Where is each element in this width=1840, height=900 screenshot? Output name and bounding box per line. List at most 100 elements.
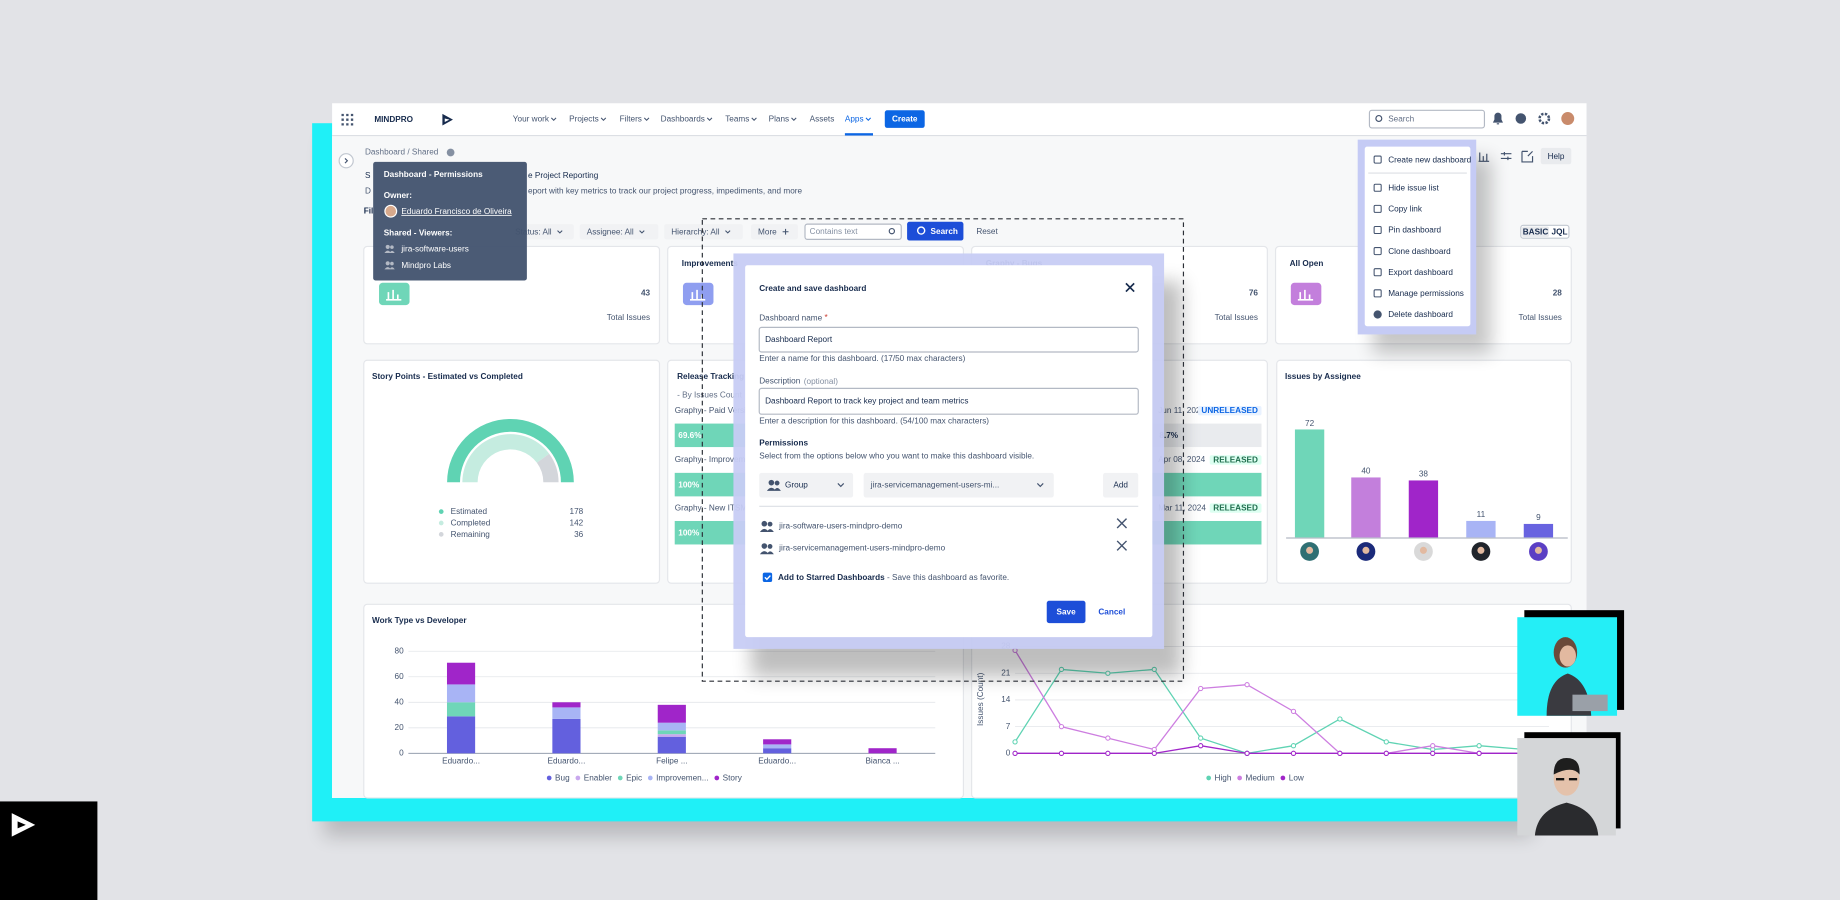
bar-segment (552, 718, 581, 754)
nav-item[interactable]: Teams (725, 114, 749, 123)
tooltip-owner[interactable]: Eduardo Francisco de Oliveira (401, 207, 512, 216)
menu-item[interactable]: Clone dashboard (1388, 247, 1451, 256)
add-label: Add (1113, 480, 1128, 489)
menu-item[interactable]: Copy link (1388, 205, 1423, 214)
reset-button[interactable]: Reset (976, 227, 998, 236)
release-date: Mar 11, 2024 (1158, 503, 1206, 512)
remove-button[interactable] (1116, 518, 1128, 529)
notifications-icon[interactable] (1492, 112, 1503, 125)
menu-item[interactable]: Pin dashboard (1388, 226, 1441, 235)
legend-dot (438, 532, 444, 537)
card-title: Improvements (682, 259, 739, 268)
menu-item[interactable]: Manage permissions (1388, 289, 1464, 298)
bar-segment (763, 748, 792, 754)
nav-item[interactable]: Dashboards (661, 114, 705, 123)
select-chevron (1036, 483, 1044, 488)
description-input[interactable] (758, 387, 1139, 415)
info-icon[interactable] (446, 148, 455, 157)
menu-item[interactable]: Hide issue list (1388, 184, 1439, 193)
legend-label: Enabler (584, 774, 613, 783)
menu-item[interactable]: Create new dashboard (1388, 155, 1471, 164)
mode-basic[interactable]: BASIC (1523, 227, 1549, 236)
nav-item[interactable]: Plans (769, 114, 790, 123)
shared-group: jira-software-users-mindpro-demo (778, 521, 903, 530)
legend-label: Improvemen... (656, 774, 708, 783)
chevron (550, 117, 557, 122)
description-label: Description (759, 377, 800, 386)
search-box[interactable] (1368, 109, 1486, 129)
create-button[interactable] (884, 110, 925, 128)
text-filter[interactable] (804, 223, 902, 240)
breadcrumb[interactable]: Dashboard / Shared (365, 148, 439, 157)
nav-item[interactable]: Filters (620, 114, 642, 123)
name-input[interactable] (758, 326, 1139, 353)
legend-dot (1206, 775, 1212, 781)
menu-item[interactable]: Export dashboard (1388, 268, 1453, 277)
card-icon (682, 282, 714, 306)
chevron (725, 230, 731, 234)
tooltip-viewer: jira-software-users (400, 245, 468, 254)
add-button[interactable] (1103, 472, 1139, 498)
starred-checkbox[interactable] (762, 572, 773, 583)
cancel-button[interactable]: Cancel (1098, 608, 1125, 617)
person-illustration (1546, 637, 1608, 716)
help-button[interactable] (1540, 147, 1572, 165)
chevron (557, 230, 563, 234)
menu-icon (1373, 268, 1382, 277)
assignee-avatar-face (1306, 546, 1314, 554)
nav-item[interactable]: Assets (810, 114, 835, 123)
legend-label: Medium (1245, 774, 1274, 783)
person-illustration (1534, 758, 1599, 836)
chevron (865, 117, 872, 122)
filter-icon[interactable] (1500, 151, 1512, 161)
point (1058, 750, 1065, 756)
card-icon-glyph (1297, 289, 1314, 301)
filter-pill[interactable] (664, 224, 743, 240)
point (1430, 750, 1436, 756)
legend-value: 36 (574, 530, 584, 539)
app-switcher[interactable] (341, 113, 354, 126)
y-tick-label: 80 (395, 646, 405, 655)
nav-item[interactable]: Projects (569, 114, 599, 123)
modal-close[interactable] (1125, 282, 1135, 293)
y-tick-label: 14 (1001, 695, 1011, 704)
menu-item[interactable]: Delete dashboard (1388, 310, 1453, 319)
card-value: 76 (1249, 289, 1259, 298)
nav-item[interactable]: Your work (513, 114, 550, 123)
bar-segment (657, 722, 686, 731)
share-type-value: Group (785, 480, 808, 489)
remove-button[interactable] (1116, 540, 1128, 551)
permissions-help: Select from the options below who you wa… (759, 452, 1034, 461)
filter-pill[interactable] (751, 224, 798, 240)
point (1105, 735, 1111, 741)
share-type-select[interactable] (759, 472, 854, 498)
search-button-label: Search (931, 227, 958, 236)
x-tick-label: Eduardo... (548, 757, 586, 766)
gadget-title: Story Points - Estimated vs Completed (372, 372, 523, 381)
expand-icon[interactable] (1521, 150, 1534, 163)
tooltip-viewer: Mindpro Labs (401, 261, 451, 270)
card-icon (379, 282, 410, 306)
point (1198, 685, 1204, 692)
grid-icon (341, 113, 354, 126)
legend-dot (1280, 775, 1286, 781)
menu-icon (1373, 155, 1382, 164)
share-target-select[interactable] (863, 472, 1054, 498)
sidebar-toggle[interactable] (338, 153, 354, 169)
filter-pill[interactable] (579, 224, 659, 240)
logo[interactable]: MINDPRO (374, 115, 413, 124)
help-icon[interactable] (1515, 113, 1527, 124)
progress-done-label: 100% (678, 528, 700, 537)
point (1012, 739, 1018, 745)
settings-icon[interactable] (1538, 112, 1551, 125)
gadget-title: Issues by Assignee (1285, 372, 1361, 381)
bar-segment (552, 702, 581, 708)
save-button[interactable] (1046, 600, 1086, 624)
release-date: Apr 08, 2024 (1158, 455, 1205, 464)
filters-label: Fil (364, 206, 374, 215)
description-input-value: Dashboard Report to track key project an… (765, 396, 968, 405)
share-target-value: jira-servicemanagement-users-mi... (870, 480, 1000, 489)
mode-jql[interactable]: JQL (1552, 227, 1568, 236)
nav-item[interactable]: Apps (845, 114, 864, 123)
user-avatar[interactable] (1561, 112, 1575, 125)
